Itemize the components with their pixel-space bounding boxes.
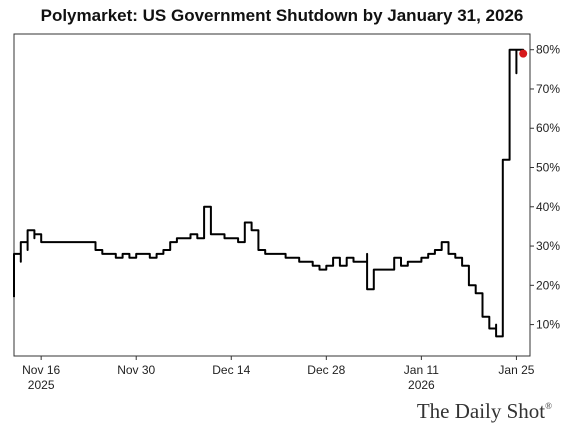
source-logo-text: The Daily Shot <box>416 399 546 423</box>
x-tick-label: Jan 25 <box>498 363 534 377</box>
chart-title: Polymarket: US Government Shutdown by Ja… <box>40 6 524 25</box>
y-tick-label: 10% <box>536 318 560 332</box>
y-tick-label: 70% <box>536 82 560 96</box>
y-tick-label: 60% <box>536 121 560 135</box>
y-tick-label: 50% <box>536 161 560 175</box>
source-logo: The Daily Shot® <box>417 399 552 424</box>
x-tick-label: Dec 14 <box>212 363 250 377</box>
series-layer <box>13 48 528 338</box>
x-tick-label: Nov 30 <box>117 363 155 377</box>
x-tick-year-label: 2026 <box>408 378 435 392</box>
y-tick-label: 80% <box>536 43 560 57</box>
y-tick-label: 20% <box>536 278 560 292</box>
series-line <box>13 48 525 338</box>
y-axis: 10% 20% 30% 40% 50% 60% 70% 80% <box>530 43 560 332</box>
x-tick-year-label: 2025 <box>28 378 55 392</box>
plot-frame <box>13 33 531 357</box>
last-point-marker <box>519 49 528 58</box>
x-tick-label: Nov 16 <box>22 363 60 377</box>
x-tick-label: Dec 28 <box>307 363 345 377</box>
source-logo-mark: ® <box>545 401 552 411</box>
y-tick-label: 40% <box>536 200 560 214</box>
y-tick-label: 30% <box>536 239 560 253</box>
x-tick-label: Jan 11 <box>404 363 439 377</box>
